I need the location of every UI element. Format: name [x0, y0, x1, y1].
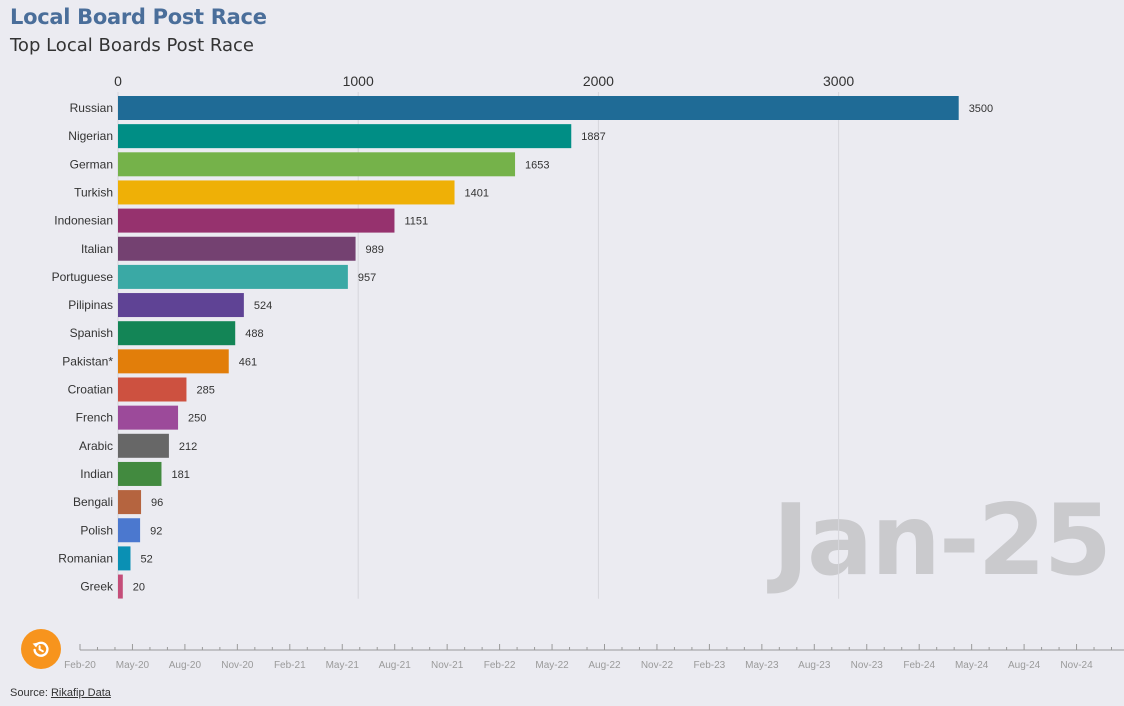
current-period-label: Jan-25: [772, 484, 1112, 598]
category-label: Pakistan*: [62, 354, 113, 368]
bar: [118, 490, 142, 515]
value-label: 96: [151, 497, 163, 509]
timeline-slider[interactable]: Feb-20 May-20 Aug-20 Nov-20 Feb-21 May-21 Aug-…: [0, 630, 1124, 678]
category-label: German: [70, 157, 113, 171]
value-label: 1401: [465, 187, 489, 199]
value-label: 92: [150, 525, 162, 537]
timeline-label[interactable]: Aug-22: [588, 660, 621, 671]
timeline-label[interactable]: Nov-23: [851, 660, 884, 671]
value-label: 250: [188, 413, 206, 425]
bar: [118, 461, 162, 486]
timeline-label[interactable]: May-23: [745, 660, 779, 671]
timeline-label[interactable]: Nov-21: [431, 660, 464, 671]
bar: [118, 433, 169, 458]
timeline-label[interactable]: Feb-23: [694, 660, 726, 671]
timeline-label[interactable]: Feb-24: [903, 660, 935, 671]
category-label: Nigerian: [68, 129, 113, 143]
bar: [118, 152, 516, 177]
timeline-label[interactable]: Nov-22: [641, 660, 674, 671]
category-label: Italian: [81, 242, 113, 256]
timeline-label[interactable]: Nov-20: [221, 660, 254, 671]
timeline-label[interactable]: May-24: [955, 660, 989, 671]
bar: [118, 518, 141, 543]
timeline-label[interactable]: Aug-21: [379, 660, 412, 671]
timeline-label[interactable]: Aug-24: [1008, 660, 1041, 671]
bar: [118, 124, 572, 149]
timeline-label[interactable]: May-20: [116, 660, 150, 671]
replay-icon: [32, 641, 49, 657]
category-label: Greek: [80, 580, 114, 594]
timeline-label[interactable]: May-22: [535, 660, 569, 671]
value-label: 1653: [525, 159, 549, 171]
source-prefix: Source:: [10, 687, 51, 699]
category-label: Portuguese: [52, 270, 114, 284]
category-label: Bengali: [73, 495, 113, 509]
x-tick-label: 1000: [343, 73, 374, 89]
category-label: Pilipinas: [68, 298, 113, 312]
timeline-label[interactable]: Feb-20: [64, 660, 96, 671]
category-label: Turkish: [74, 185, 113, 199]
category-label: Russian: [70, 101, 113, 115]
bar-chart: 0 1000 2000 3000 Russian 3500 Nigerian 1887 Germ…: [52, 73, 993, 599]
value-label: 181: [171, 469, 189, 481]
value-label: 488: [245, 328, 263, 340]
bar: [118, 349, 229, 374]
source-link[interactable]: Rikafip Data: [50, 687, 111, 699]
timeline-label[interactable]: Aug-20: [169, 660, 202, 671]
category-label: Indian: [80, 467, 113, 481]
bar: [118, 236, 356, 261]
category-label: Spanish: [70, 326, 113, 340]
replay-button[interactable]: [21, 629, 61, 669]
bar: [118, 208, 395, 233]
bar: [118, 574, 123, 599]
bar: [118, 180, 455, 205]
chart-subtitle: Top Local Boards Post Race: [10, 35, 254, 56]
bar: [118, 96, 959, 120]
value-label: 461: [239, 356, 257, 368]
x-tick-label: 3000: [823, 73, 854, 89]
bar: [118, 546, 131, 571]
value-label: 524: [254, 300, 272, 312]
bar: [118, 264, 348, 289]
x-tick-label: 0: [114, 73, 122, 89]
timeline-label[interactable]: Feb-22: [484, 660, 516, 671]
value-label: 989: [366, 244, 384, 256]
category-label: French: [76, 411, 113, 425]
category-label: Croatian: [68, 383, 113, 397]
bar: [118, 293, 244, 318]
value-label: 1887: [581, 131, 605, 143]
bar: [118, 377, 187, 402]
timeline-label[interactable]: May-21: [326, 660, 360, 671]
timeline-label[interactable]: Nov-24: [1060, 660, 1093, 671]
bar: [118, 405, 179, 430]
value-label: 1151: [404, 216, 428, 228]
category-label: Romanian: [58, 551, 113, 565]
category-label: Indonesian: [54, 214, 113, 228]
x-tick-label: 2000: [583, 73, 614, 89]
value-label: 3500: [969, 103, 993, 115]
source-note: Source: Rikafip Data: [10, 687, 111, 699]
value-label: 285: [196, 385, 214, 397]
value-label: 20: [133, 582, 145, 594]
value-label: 52: [140, 553, 152, 565]
category-label: Arabic: [79, 439, 113, 453]
chart-title: Local Board Post Race: [10, 5, 267, 29]
bar: [118, 321, 236, 346]
category-label: Polish: [80, 523, 113, 537]
value-label: 212: [179, 441, 197, 453]
value-label: 957: [358, 272, 376, 284]
timeline-label[interactable]: Aug-23: [798, 660, 831, 671]
timeline-label[interactable]: Feb-21: [274, 660, 306, 671]
